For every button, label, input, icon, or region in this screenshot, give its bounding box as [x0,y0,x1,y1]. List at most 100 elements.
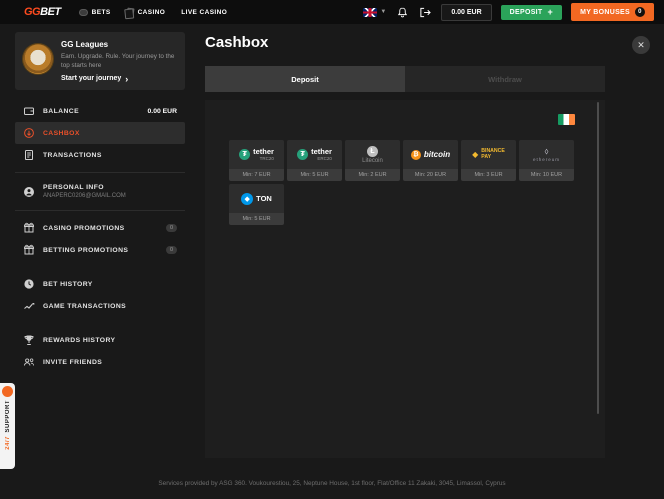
personal-info-email: ANAPERC0206@GMAIL.COM [43,193,126,200]
language-selector[interactable]: ▼ [363,7,387,17]
trophy-icon [24,335,34,346]
ethereum-icon: ⬨ [544,146,549,156]
method-name: bitcoin [423,150,451,159]
sidebar-item-betting-promotions[interactable]: BETTING PROMOTIONS 0 [15,239,185,261]
casino-promotions-label: CASINO PROMOTIONS [43,224,125,232]
deposit-button[interactable]: DEPOSIT + [500,4,563,20]
transactions-label: TRANSACTIONS [43,151,102,159]
tether-icon: ₮ [239,149,251,160]
nav-casino[interactable]: CASINO [126,7,166,17]
payment-method-litecoin[interactable]: Ł Litecoin Min: 2 EUR [345,140,400,181]
betting-promotions-label: BETTING PROMOTIONS [43,246,129,254]
nav-live-casino[interactable]: LIVE CASINO [181,9,227,16]
tab-deposit[interactable]: Deposit [205,66,405,92]
ethereum-logo: ⬨ ethereum [519,140,574,169]
method-min-deposit: Min: 7 EUR [229,169,284,181]
chart-line-icon [24,303,35,310]
payment-method-binance-pay[interactable]: ◆ BINANCE PAY Min: 3 EUR [461,140,516,181]
gg-leagues-description: Earn. Upgrade. Rule. Your journey to the… [61,53,175,70]
support-tab-hours: 24/7 [4,435,11,450]
method-name: Litecoin [362,157,383,164]
uk-flag-icon [363,7,378,17]
chevron-down-icon: ▼ [380,9,387,15]
sidebar-item-invite-friends[interactable]: INVITE FRIENDS [15,351,185,373]
method-name: TON [256,194,272,203]
litecoin-icon: Ł [367,145,378,157]
balance-value: 0.00 EUR [147,107,177,115]
sidebar-item-game-transactions[interactable]: GAME TRANSACTIONS [15,295,185,317]
bets-coin-icon [78,8,88,16]
method-min-deposit: Min: 10 EUR [519,169,574,181]
method-name: ethereum [532,157,560,162]
person-icon [24,186,34,197]
sidebar-item-rewards-history[interactable]: REWARDS HISTORY [15,329,185,351]
notifications-bell-icon[interactable] [395,5,409,19]
account-sidebar: GG Leagues Earn. Upgrade. Rule. Your jou… [15,32,185,373]
binance-pay-logo: ◆ BINANCE PAY [461,140,516,169]
ton-logo: ◆ TON [229,184,284,213]
close-icon[interactable]: ✕ [632,36,650,54]
payment-method-ton[interactable]: ◆ TON Min: 5 EUR [229,184,284,225]
sidebar-item-personal-info[interactable]: PERSONAL INFO ANAPERC0206@GMAIL.COM [15,179,185,204]
clock-icon [24,279,34,289]
payment-method-tether-erc20[interactable]: ₮ tether ERC20 Min: 5 EUR [287,140,342,181]
cashbox-header: Cashbox ✕ [190,34,650,54]
cashbox-tabs: Deposit Withdraw [205,66,605,92]
payment-method-bitcoin[interactable]: ₿ bitcoin Min: 20 EUR [403,140,458,181]
method-min-deposit: Min: 20 EUR [403,169,458,181]
method-sub: PAY [481,153,492,160]
sidebar-menu: BALANCE 0.00 EUR CASHBOX TRANSACTIONS PE… [15,100,185,373]
binance-pay-icon: ◆ [472,149,479,159]
logo-gg: GG [24,6,41,18]
casino-promotions-badge: 0 [166,224,177,233]
litecoin-logo: Ł Litecoin [345,140,400,169]
footer-legal-text: Services provided by ASG 360. Voukourest… [158,480,506,487]
sidebar-divider [15,210,185,212]
gg-leagues-cta-label: Start your journey [61,75,122,83]
logo-bet: BET [40,6,61,18]
ireland-flag-icon[interactable] [558,114,575,125]
nav-bets-label: BETS [91,8,111,16]
sidebar-spacer [15,261,185,273]
method-name: tether [311,147,332,156]
my-bonuses-button[interactable]: MY BONUSES 0 [571,3,654,21]
method-name: tether [253,147,274,156]
tether-trc20-logo: ₮ tether TRC20 [229,140,284,169]
support-tab[interactable]: SUPPORT 24/7 [0,383,15,469]
logout-icon[interactable] [418,5,432,19]
gg-leagues-content: GG Leagues Earn. Upgrade. Rule. Your jou… [61,40,177,83]
balance-display[interactable]: 0.00 EUR [441,3,492,21]
gg-leagues-card[interactable]: GG Leagues Earn. Upgrade. Rule. Your jou… [15,32,185,91]
tab-withdraw[interactable]: Withdraw [405,66,605,92]
nav-casino-label: CASINO [137,8,166,16]
betting-promotions-badge: 0 [166,246,177,255]
gg-leagues-cta[interactable]: Start your journey › [61,74,177,83]
nav-bets[interactable]: BETS [78,8,111,16]
support-tab-label: SUPPORT [4,400,11,433]
cashbox-title: Cashbox [205,34,269,51]
gift-icon [24,244,34,255]
method-network: ERC20 [317,155,332,161]
payment-method-ethereum[interactable]: ⬨ ethereum Min: 10 EUR [519,140,574,181]
scrollbar[interactable] [597,102,599,414]
sidebar-item-cashbox[interactable]: CASHBOX [15,122,185,145]
top-navigation: BETS CASINO LIVE CASINO [78,7,228,17]
method-min-deposit: Min: 5 EUR [229,213,284,225]
personal-info-text: PERSONAL INFO ANAPERC0206@GMAIL.COM [43,184,126,199]
payment-methods-grid: ₮ tether TRC20 Min: 7 EUR ₮ tether ERC20 [229,140,577,225]
ggbet-logo[interactable]: GGBET [24,6,61,18]
sidebar-item-transactions[interactable]: TRANSACTIONS [15,144,185,166]
binance-wordmark: BINANCE PAY [481,147,505,161]
bonuses-count-badge: 0 [635,7,645,17]
method-min-deposit: Min: 3 EUR [461,169,516,181]
method-name: BINANCE [481,147,505,154]
payment-method-tether-trc20[interactable]: ₮ tether TRC20 Min: 7 EUR [229,140,284,181]
bitcoin-logo: ₿ bitcoin [403,140,458,169]
sidebar-item-casino-promotions[interactable]: CASINO PROMOTIONS 0 [15,217,185,239]
sidebar-item-balance[interactable]: BALANCE 0.00 EUR [15,100,185,122]
tether-wordmark: tether TRC20 [253,148,274,161]
sidebar-item-bet-history[interactable]: BET HISTORY [15,273,185,295]
gift-icon [24,222,34,233]
sidebar-spacer [15,317,185,329]
personal-info-label: PERSONAL INFO [43,184,104,192]
